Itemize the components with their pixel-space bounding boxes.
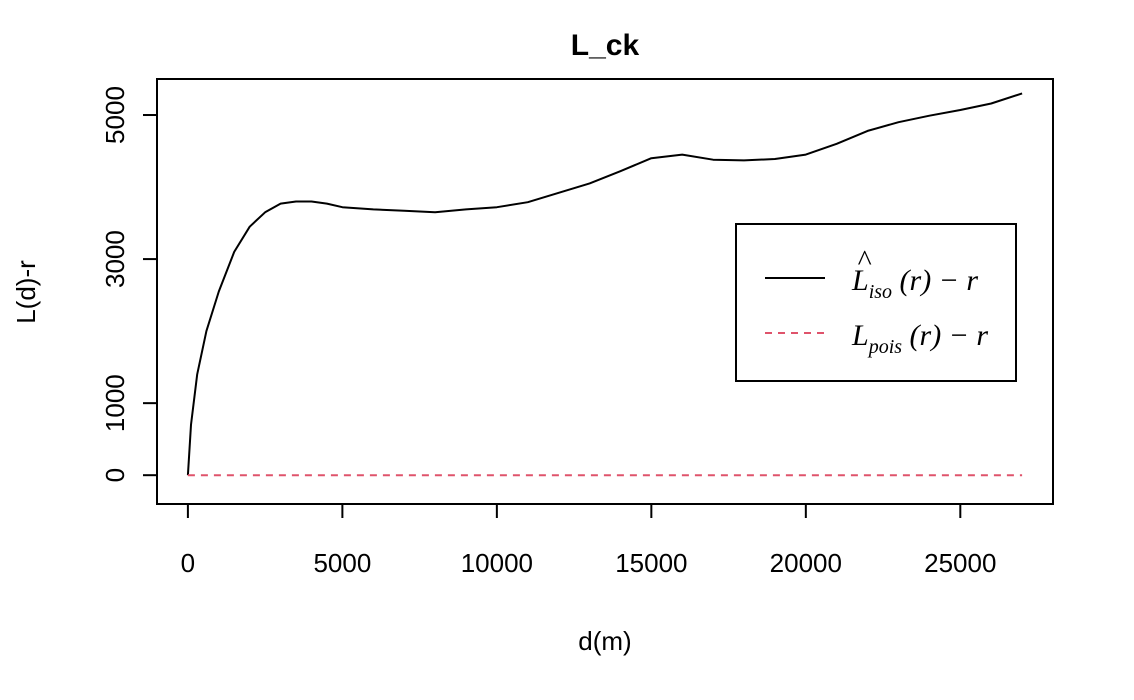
- legend-entry-label: Liso (r) − r: [851, 264, 978, 303]
- x-tick-label: 20000: [770, 548, 842, 578]
- x-tick-label: 0: [181, 548, 195, 578]
- x-tick-label: 10000: [461, 548, 533, 578]
- x-tick-label: 5000: [313, 548, 371, 578]
- legend-subscript: iso: [869, 281, 892, 303]
- legend: Liso (r) − r^Lpois (r) − r: [735, 223, 1017, 382]
- x-axis: 0 5000 10000 15000 20000 25000: [181, 503, 996, 578]
- legend-rest: (r) − r: [902, 319, 988, 352]
- x-tick-label: 25000: [924, 548, 996, 578]
- series-line-iso: [186, 92, 1023, 476]
- series-layer: [186, 92, 1023, 477]
- y-tick-label: 3000: [100, 230, 130, 288]
- y-axis: 0 1000 3000 5000: [100, 86, 158, 482]
- y-tick-label: 5000: [100, 86, 130, 144]
- chart-title: L_ck: [571, 29, 640, 62]
- legend-main-symbol: L: [851, 319, 869, 352]
- legend-rest: (r) − r: [892, 264, 978, 297]
- legend-box: [735, 223, 1017, 382]
- legend-entry-label: Lpois (r) − r: [851, 319, 988, 358]
- y-tick-label: 1000: [100, 374, 130, 432]
- y-axis-label: L(d)-r: [11, 260, 41, 324]
- x-tick-label: 15000: [615, 548, 687, 578]
- legend-hat-symbol: ^: [857, 244, 872, 277]
- y-tick-label: 0: [100, 468, 130, 482]
- legend-main-symbol: L: [851, 264, 869, 297]
- legend-subscript: pois: [867, 336, 903, 358]
- x-axis-label: d(m): [578, 626, 631, 656]
